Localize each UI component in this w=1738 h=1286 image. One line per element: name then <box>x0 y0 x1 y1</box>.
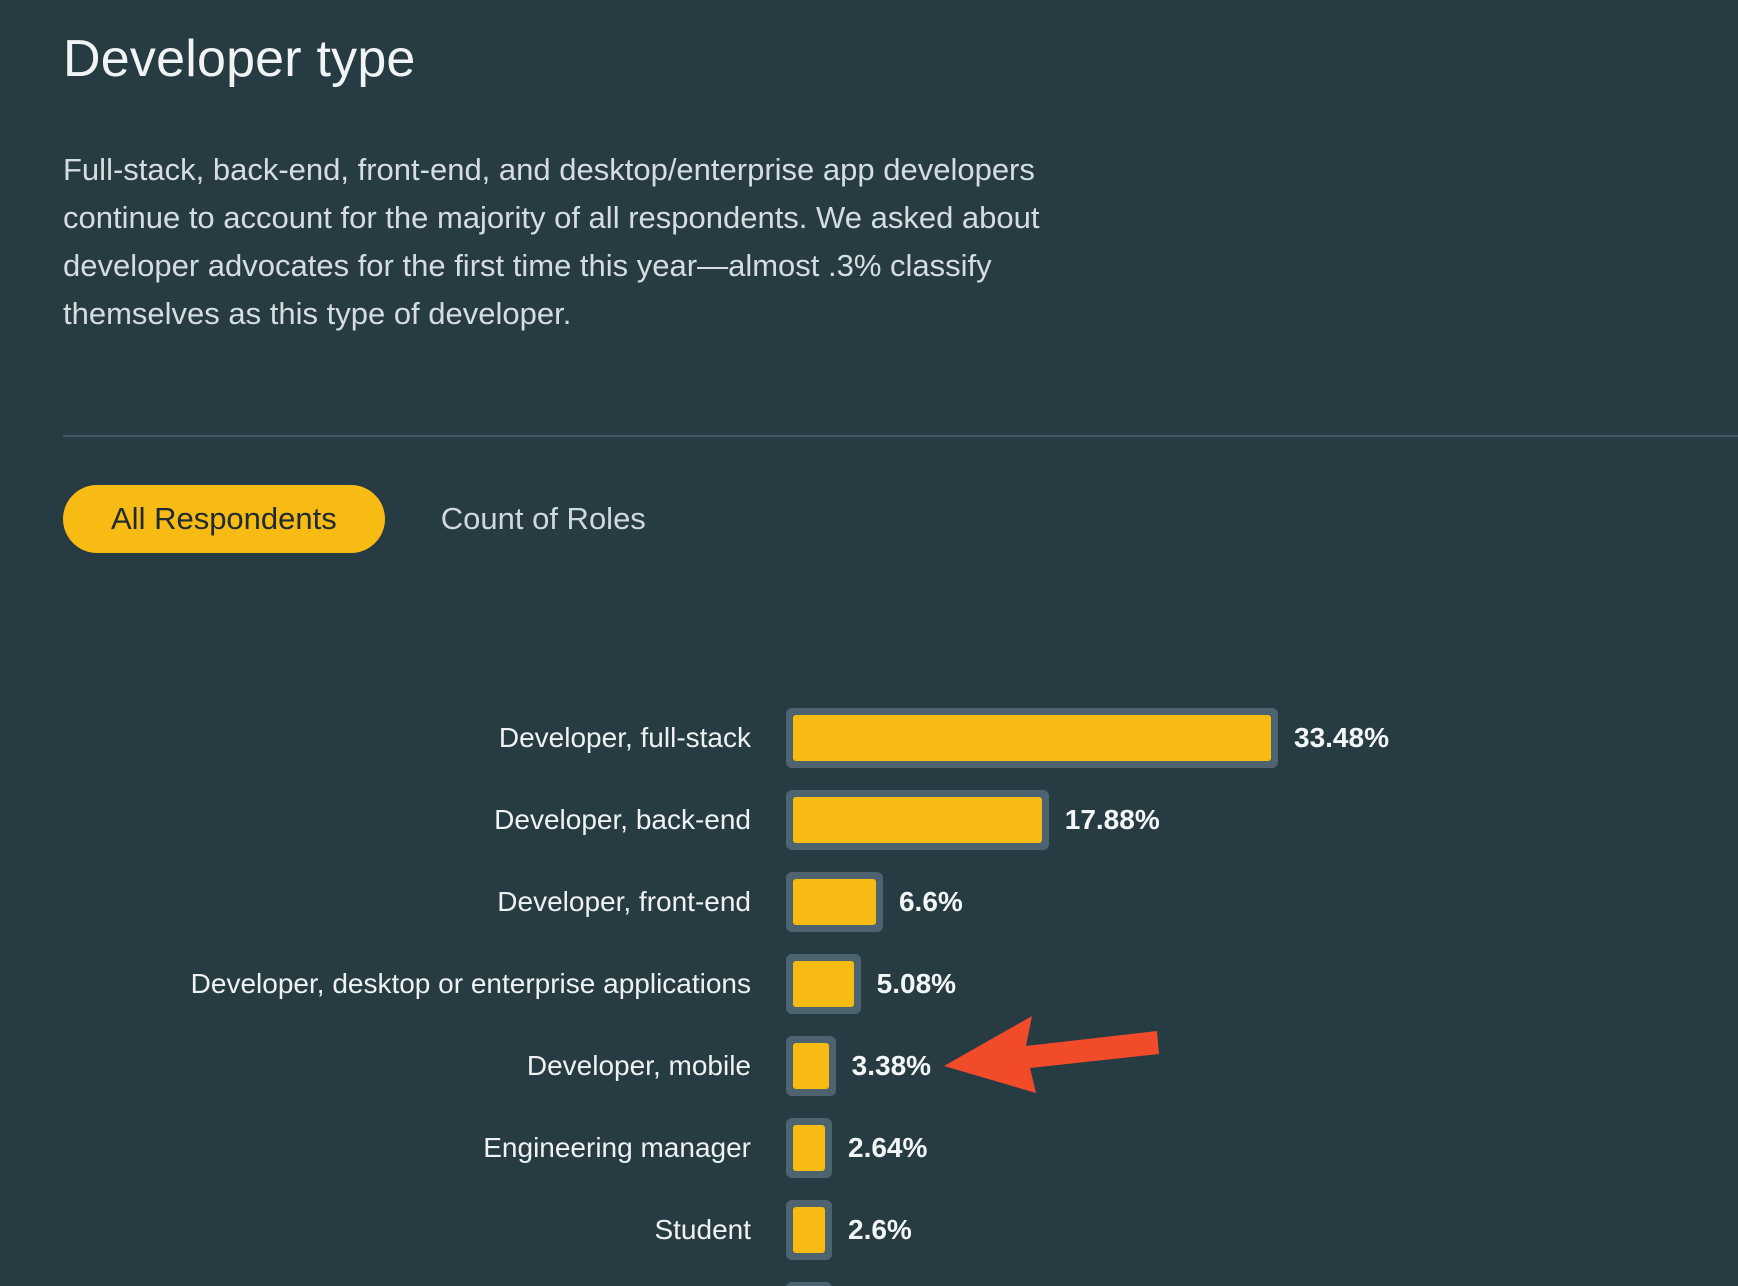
bar-value-label: 6.6% <box>898 886 963 917</box>
section-divider <box>63 435 1738 437</box>
bar-fill <box>793 797 1042 843</box>
bar-fill <box>793 1125 825 1171</box>
bar[interactable] <box>786 1200 832 1260</box>
bar-fill <box>793 1043 829 1089</box>
bar-value-label: 5.08% <box>876 968 957 999</box>
bar-label: Developer, desktop or enterprise applica… <box>190 968 751 999</box>
bar-label: Developer, front-end <box>497 886 751 917</box>
page-title: Developer type <box>63 30 416 88</box>
bar-fill <box>793 715 1271 761</box>
bar[interactable] <box>786 1036 836 1096</box>
bar-value-label: 2.6% <box>848 1214 912 1245</box>
intro-paragraph: Full-stack, back-end, front-end, and des… <box>63 152 1040 331</box>
bar-label: Developer, back-end <box>494 804 751 835</box>
tab-count-of-roles[interactable]: Count of Roles <box>440 501 646 536</box>
bar[interactable] <box>786 872 883 932</box>
bar-value-label: 3.38% <box>851 1050 932 1081</box>
bar-fill <box>793 1207 825 1253</box>
bar-cut-off <box>786 1282 832 1286</box>
bar[interactable] <box>786 708 1278 768</box>
bar[interactable] <box>786 1118 832 1178</box>
tab-bar: All Respondents Count of Roles <box>63 485 694 553</box>
bar-label: Developer, mobile <box>526 1050 751 1081</box>
bar-label: Engineering manager <box>483 1132 751 1163</box>
bar-label: Developer, full-stack <box>498 722 751 753</box>
bar-value-label: 33.48% <box>1294 722 1389 753</box>
bar[interactable] <box>786 790 1049 850</box>
red-arrow-icon <box>944 1016 1159 1093</box>
bar-label: Student <box>654 1214 751 1245</box>
bar-value-label: 2.64% <box>848 1132 928 1163</box>
tab-all-respondents[interactable]: All Respondents <box>63 485 385 553</box>
bar-fill <box>793 961 854 1007</box>
bar-value-label: 17.88% <box>1064 804 1160 835</box>
bar-fill <box>793 879 876 925</box>
bar[interactable] <box>786 954 861 1014</box>
